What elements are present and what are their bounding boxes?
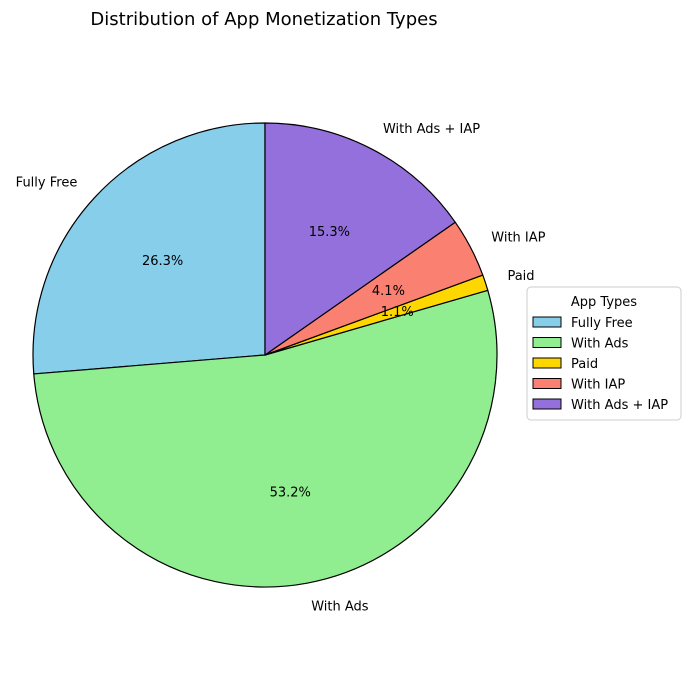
- legend-swatch: [532, 357, 562, 369]
- slice-label: Paid: [507, 269, 534, 284]
- percent-label: 1.1%: [381, 305, 414, 320]
- pie-slices: [32, 122, 498, 588]
- legend-label: Paid: [571, 357, 598, 372]
- percent-label: 4.1%: [372, 284, 405, 299]
- legend-swatch: [532, 398, 562, 410]
- legend: App Types Fully Free With Ads Paid With IAP…: [526, 286, 682, 421]
- pie-slice-with-ads: [33, 289, 498, 588]
- slice-labels: Fully Free With Ads Paid With IAP With Ads +…: [16, 122, 546, 614]
- legend-swatch: [532, 378, 562, 389]
- legend-frame: [526, 286, 682, 421]
- percent-label: 53.2%: [270, 485, 311, 500]
- legend-items: Fully Free With Ads Paid With IAP With Ads +…: [532, 316, 668, 413]
- slice-label: With IAP: [491, 231, 545, 246]
- legend-label: With IAP: [571, 378, 625, 393]
- pie-slice-with-ads-iap: [264, 122, 456, 356]
- legend-swatch: [532, 316, 562, 328]
- legend-label: With Ads + IAP: [571, 398, 668, 413]
- percent-labels: 26.3% 53.2% 1.1% 4.1% 15.3%: [142, 225, 414, 500]
- chart-title: Distribution of App Monetization Types: [90, 9, 437, 30]
- legend-title: App Types: [571, 295, 637, 310]
- percent-label: 15.3%: [309, 225, 350, 240]
- slice-label: Fully Free: [16, 176, 78, 191]
- slice-label: With Ads + IAP: [383, 122, 480, 137]
- legend-label: Fully Free: [571, 316, 633, 331]
- percent-label: 26.3%: [142, 254, 183, 269]
- legend-label: With Ads: [571, 337, 629, 352]
- legend-swatch: [532, 337, 562, 348]
- slice-label: With Ads: [311, 599, 369, 614]
- pie-slice-fully-free: [32, 122, 266, 375]
